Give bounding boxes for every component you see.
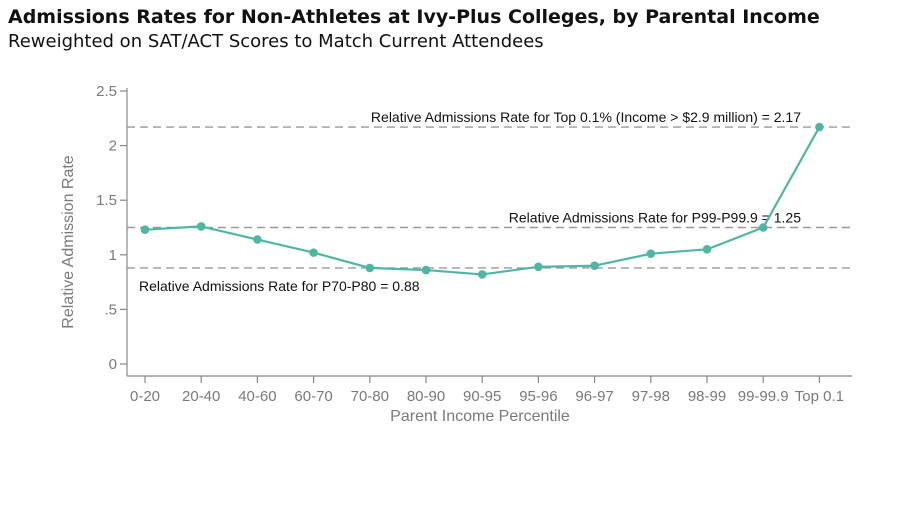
x-tick-label: 98-99 [688,388,726,405]
data-point [590,261,599,271]
data-point [646,249,656,259]
x-tick-label: 70-80 [351,388,389,405]
data-point [477,270,487,279]
x-tick-label: 90-95 [463,388,501,405]
data-point [196,222,206,231]
y-tick-label: 2 [109,138,117,155]
x-tick-label: 0-20 [130,388,160,405]
y-tick-label: .5 [104,301,117,318]
y-axis-title: Relative Admission Rate [60,155,77,329]
reference-annotation: Relative Admissions Rate for P99-P99.9 =… [509,210,801,226]
series-line [144,126,821,276]
x-tick-label: 60-70 [294,388,332,405]
data-point [140,225,150,234]
y-tick-label: 0 [109,356,117,373]
chart-subtitle: Reweighted on SAT/ACT Scores to Match Cu… [8,31,544,52]
data-point [815,122,824,132]
data-point [253,235,262,244]
x-axis-title: Parent Income Percentile [390,408,570,425]
x-tick-label: 80-90 [407,388,445,405]
data-point [702,245,712,254]
x-tick-label: Top 0.1 [795,388,844,405]
x-tick-label: 96-97 [575,388,613,405]
y-tick-label: 1.5 [96,192,117,209]
chart-title: Admissions Rates for Non-Athletes at Ivy… [8,6,820,28]
data-point [534,262,543,272]
x-tick-label: 20-40 [182,388,220,405]
data-point [758,223,768,232]
x-tick-label: 97-98 [632,388,670,405]
x-tick-label: 95-96 [519,388,557,405]
data-point [365,263,375,273]
x-tick-label: 99-99.9 [738,388,789,405]
reference-annotation: Relative Admissions Rate for P70-P80 = 0… [139,278,420,294]
data-point [421,265,431,275]
data-point [309,248,318,257]
reference-annotation: Relative Admissions Rate for Top 0.1% (I… [371,109,801,125]
y-tick-label: 2.5 [96,83,117,100]
y-tick-label: 1 [109,247,117,264]
x-tick-label: 40-60 [238,388,276,405]
